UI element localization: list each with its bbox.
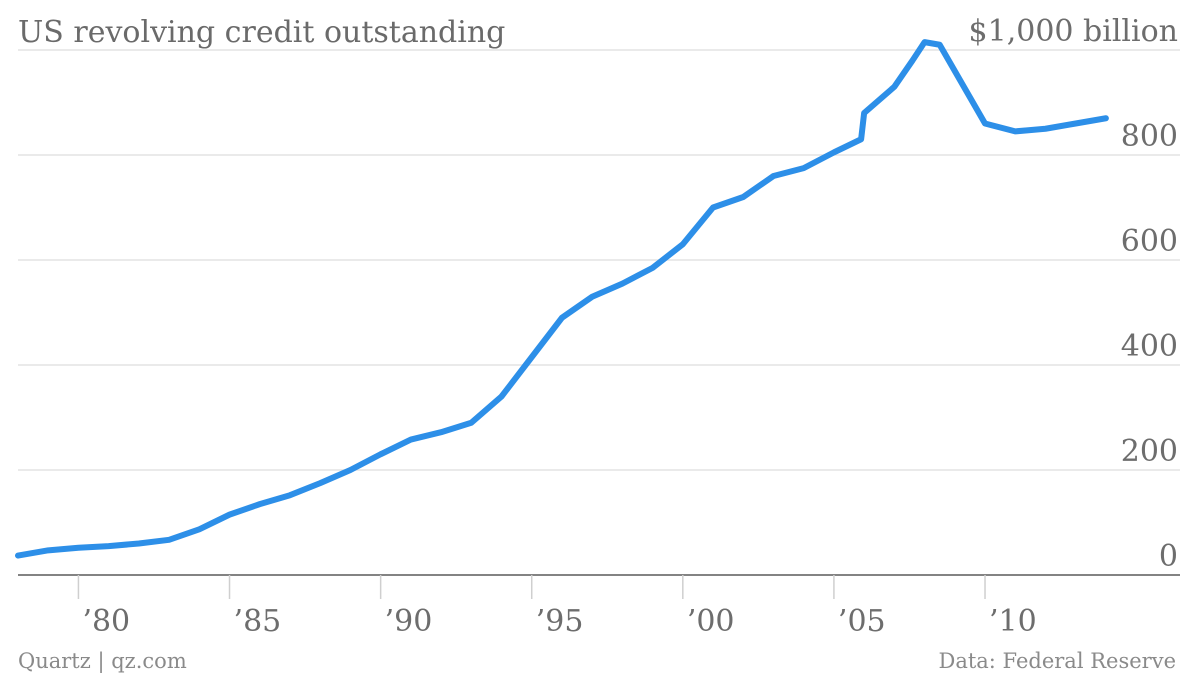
x-tick-label: ’95 [536,604,584,639]
series-line [15,39,1109,559]
y-tick-label: 600 [1121,224,1178,259]
chart-title: US revolving credit outstanding [18,15,505,50]
x-tick-label: ’10 [989,604,1037,639]
x-tick-label: ’90 [385,604,433,639]
x-tick-label: ’05 [838,604,886,639]
x-tick-label: ’80 [82,604,130,639]
y-tick-label: 800 [1121,119,1178,154]
source-credit: Quartz | qz.com [18,649,187,674]
y-tick-label: $1,000 billion [969,14,1178,49]
data-source: Data: Federal Reserve [938,649,1176,673]
x-axis-tick-labels: ’80 ’85 ’90 ’95 ’00 ’05 ’10 [77,575,1037,639]
gridlines [18,49,1180,576]
x-tick-label: ’00 [687,604,735,639]
y-tick-label: 200 [1121,434,1178,469]
y-tick-label: 0 [1159,539,1178,574]
y-axis-tick-labels: 0 200 400 600 800 $1,000 billion [969,14,1178,574]
x-tick-label: ’85 [234,604,282,639]
y-tick-label: 400 [1121,329,1178,364]
series-layer [15,39,1109,559]
